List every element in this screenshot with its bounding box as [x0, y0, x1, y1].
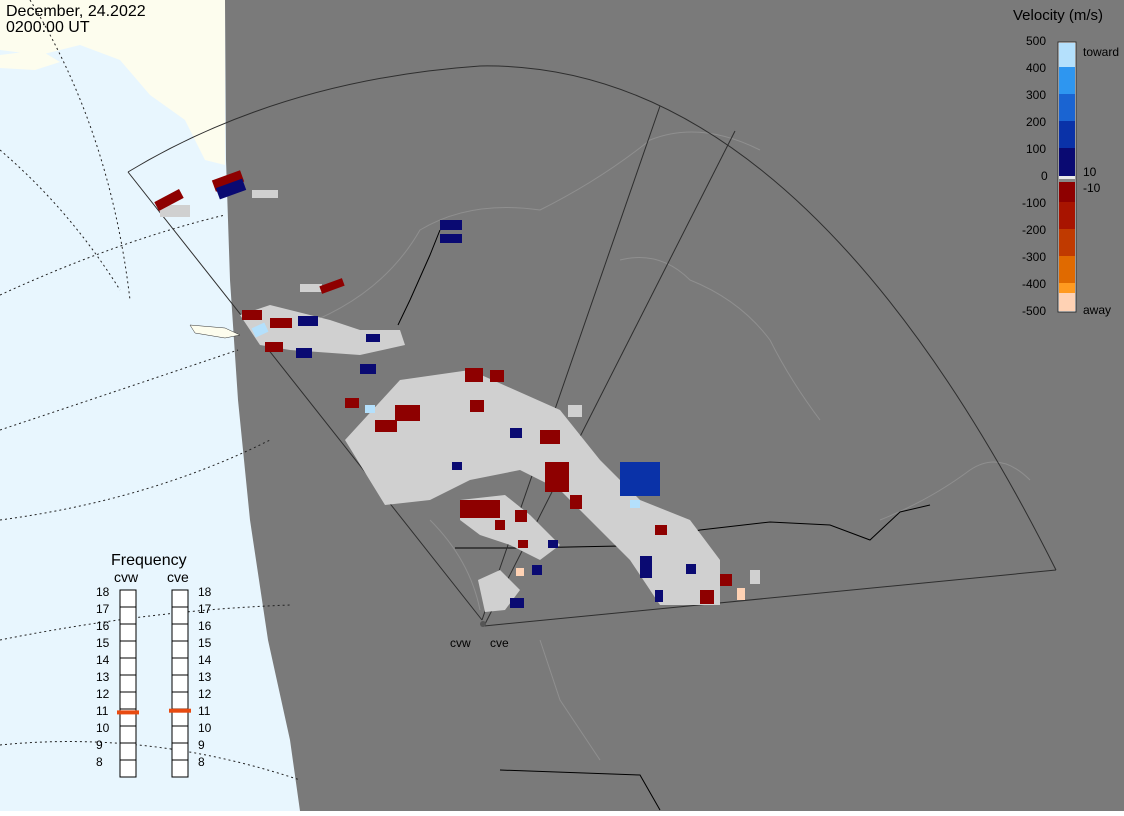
frequency-title: Frequency — [111, 552, 187, 569]
frequency-tick-label: 13 — [198, 670, 212, 684]
frequency-cell — [119, 674, 137, 693]
frequency-tick-label: 13 — [96, 670, 110, 684]
frequency-tick-label: 12 — [198, 687, 212, 701]
frequency-cell — [171, 759, 189, 778]
frequency-tick-label: 14 — [198, 653, 212, 667]
frequency-tick-label: 9 — [96, 738, 103, 752]
map-shaded-region — [225, 0, 1124, 811]
frequency-marker — [169, 708, 191, 713]
frequency-cell — [119, 759, 137, 778]
frequency-tick-label: 14 — [96, 653, 110, 667]
frequency-marker — [117, 710, 139, 715]
velocity-away-cells — [154, 170, 732, 604]
frequency-cell — [171, 657, 189, 676]
frequency-tick-label: 8 — [96, 755, 103, 769]
coastlines — [289, 131, 1031, 761]
light-landmass — [0, 0, 225, 165]
frequency-cell — [171, 725, 189, 744]
frequency-tick-label: 15 — [198, 636, 212, 650]
frequency-cell — [119, 742, 137, 761]
colorbar-tick: -100 — [1022, 196, 1046, 210]
velocity-toward-cells — [215, 178, 696, 608]
velocity-fast-away-cells — [516, 568, 745, 600]
time-label: 0200:00 UT — [6, 19, 90, 36]
colorbar-tick: -300 — [1022, 250, 1046, 264]
frequency-tick-label: 18 — [198, 585, 212, 599]
frequency-cell — [171, 623, 189, 642]
colorbar-tick: -200 — [1022, 223, 1046, 237]
station-label-cve: cve — [490, 636, 509, 650]
date-label: December, 24.2022 — [6, 3, 146, 20]
colorbar-tick: 300 — [1026, 88, 1046, 102]
station-label-cvw: cvw — [450, 636, 471, 650]
frequency-cell — [119, 589, 137, 608]
velocity-fast-toward-cells — [251, 322, 640, 508]
colorbar-tick: 400 — [1026, 61, 1046, 75]
frequency-cell — [171, 640, 189, 659]
colorbar-tick: 500 — [1026, 34, 1046, 48]
frequency-tick-label: 15 — [96, 636, 110, 650]
frequency-cell — [119, 657, 137, 676]
colorbar-neg-threshold: -10 — [1083, 181, 1101, 195]
colorbar-away-label: away — [1083, 303, 1111, 317]
frequency-radar-label-cve: cve — [167, 569, 189, 585]
frequency-tick-label: 16 — [198, 619, 212, 633]
frequency-tick-label: 10 — [96, 721, 110, 735]
frequency-tick-label: 9 — [198, 738, 205, 752]
frequency-cell — [171, 589, 189, 608]
frequency-cell — [171, 606, 189, 625]
frequency-tick-label: 17 — [198, 602, 212, 616]
frequency-tick-label: 18 — [96, 585, 110, 599]
frequency-panel: Frequency cvw cve 18 17 16 15 14 13 12 11 10 9 8 18… — [96, 552, 212, 778]
colorbar-tick: 0 — [1041, 169, 1048, 183]
frequency-tick-label: 16 — [96, 619, 110, 633]
frequency-cell — [171, 674, 189, 693]
map-grid — [0, 0, 301, 781]
frequency-cell — [171, 691, 189, 710]
frequency-cell — [119, 623, 137, 642]
frequency-cell — [119, 725, 137, 744]
colorbar-tick: 100 — [1026, 142, 1046, 156]
colorbar-toward-label: toward — [1083, 45, 1119, 59]
velocity-colorbar: Velocity (m/s) 500 400 300 200 100 0 -10… — [1013, 7, 1119, 318]
colorbar-tick: 200 — [1026, 115, 1046, 129]
frequency-tick-label: 8 — [198, 755, 205, 769]
frequency-tick-label: 11 — [198, 704, 211, 718]
frequency-tick-label: 12 — [96, 687, 110, 701]
frequency-tick-label: 17 — [96, 602, 110, 616]
frequency-cell — [119, 640, 137, 659]
aleutian-island — [189, 324, 241, 339]
frequency-cell — [119, 606, 137, 625]
colorbar-pos-threshold: 10 — [1083, 165, 1097, 179]
colorbar-tick: -400 — [1022, 277, 1046, 291]
frequency-tick-label: 11 — [96, 704, 109, 718]
light-island — [0, 50, 60, 70]
frequency-radar-label-cvw: cvw — [114, 569, 139, 585]
colorbar-title: Velocity (m/s) — [1013, 7, 1103, 24]
frequency-cell — [171, 742, 189, 761]
frequency-cell — [119, 691, 137, 710]
colorbar-tick: -500 — [1022, 304, 1046, 318]
radar-station-dot — [480, 621, 486, 627]
frequency-tick-label: 10 — [198, 721, 212, 735]
